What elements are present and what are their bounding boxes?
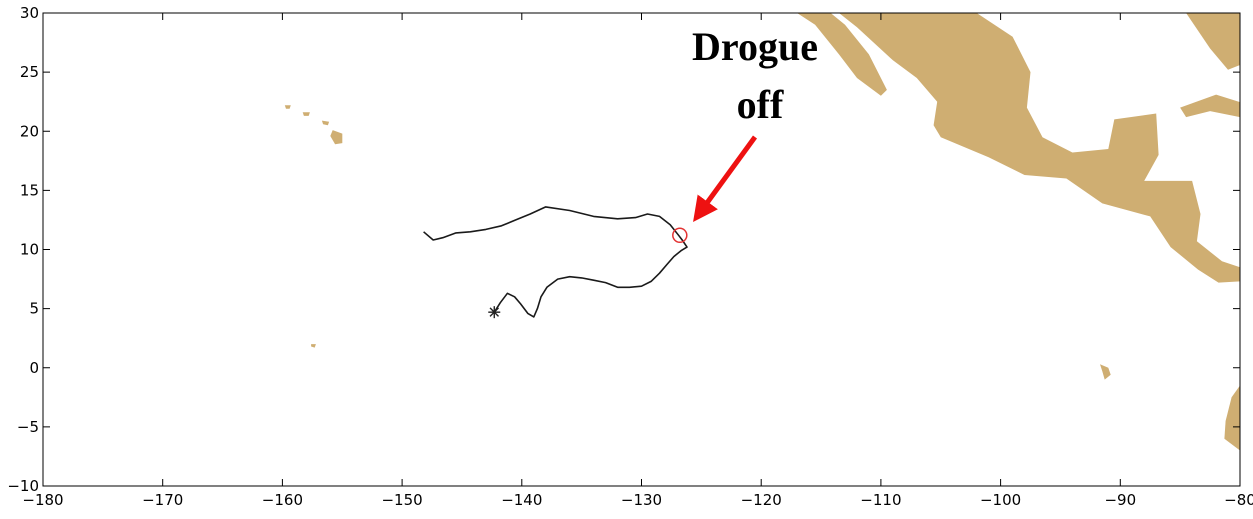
x-tick-label: −90 xyxy=(1104,491,1136,509)
y-tick-label: −10 xyxy=(7,477,39,495)
deployment-star-marker xyxy=(488,306,501,319)
x-tick-label: −80 xyxy=(1224,491,1253,509)
annotation-label-line2: off xyxy=(737,82,784,127)
x-tick-labels: −180 −170 −160 −150 −140 −130 −120 −110 −100 −90 −… xyxy=(22,491,1253,509)
y-tick-label: 20 xyxy=(20,122,39,140)
drifter-track-line xyxy=(423,206,688,318)
y-tick-label: 15 xyxy=(20,181,39,199)
x-tick-label: −140 xyxy=(501,491,542,509)
plot-frame xyxy=(42,12,1241,487)
y-tick-label: 30 xyxy=(20,4,39,22)
landmass-0 xyxy=(797,13,1240,283)
y-tick-labels: −10 −5 0 5 10 15 20 25 30 xyxy=(7,4,39,495)
landmass-2 xyxy=(1186,13,1240,70)
drogue-off-circle-marker xyxy=(672,227,688,244)
x-tick-label: −150 xyxy=(381,491,422,509)
landmass-layer xyxy=(284,13,1240,451)
landmass-1 xyxy=(797,13,887,96)
landmass-9 xyxy=(1100,364,1111,380)
y-tick-label: 0 xyxy=(29,359,39,377)
landmass-4 xyxy=(1224,385,1240,451)
landmass-3 xyxy=(1180,94,1240,118)
y-tick-label: 5 xyxy=(29,300,39,318)
annotation-label-line1: Drogue xyxy=(692,24,818,69)
x-tick-label: −180 xyxy=(22,491,63,509)
x-tick-label: −100 xyxy=(980,491,1021,509)
star-marker-stroke xyxy=(489,307,500,317)
annotation-arrow xyxy=(693,135,758,223)
landmass-7 xyxy=(302,112,310,116)
landmass-6 xyxy=(321,120,330,126)
x-tick-label: −120 xyxy=(741,491,782,509)
landmass-8 xyxy=(284,105,291,109)
plot-background xyxy=(43,13,1240,486)
y-tick-label: 10 xyxy=(20,241,39,259)
y-tick-label: 25 xyxy=(20,63,39,81)
landmass-10 xyxy=(311,344,316,348)
x-tick-label: −170 xyxy=(142,491,183,509)
y-tick-label: −5 xyxy=(17,418,39,436)
x-tick-label: −110 xyxy=(860,491,901,509)
x-tick-label: −160 xyxy=(262,491,303,509)
x-tick-label: −130 xyxy=(621,491,662,509)
landmass-5 xyxy=(330,130,343,145)
